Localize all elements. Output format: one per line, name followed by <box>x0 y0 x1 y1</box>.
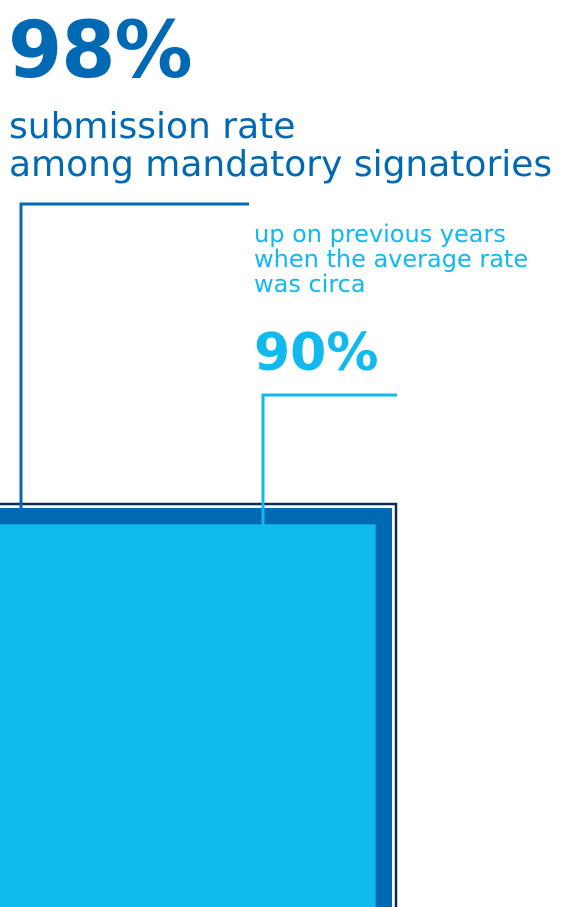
comparison-value: 90% <box>254 323 379 383</box>
comparison-label-line: was circa <box>254 270 366 298</box>
comparison-label: up on previous years when the average ra… <box>254 222 528 297</box>
comparison-label-line: up on previous years <box>254 220 506 248</box>
leader-line-submission-rate <box>19 202 249 508</box>
bar-previous-average <box>0 524 376 907</box>
comparison-label-line: when the average rate <box>254 245 529 273</box>
leader-line-previous-average <box>261 393 397 565</box>
headline-value: 98% <box>8 6 193 96</box>
headline-label-line: among mandatory signatories <box>9 144 553 185</box>
headline-label: submission rate among mandatory signator… <box>9 108 552 184</box>
full-scale-outline <box>0 502 398 907</box>
headline-label-line: submission rate <box>9 106 296 147</box>
